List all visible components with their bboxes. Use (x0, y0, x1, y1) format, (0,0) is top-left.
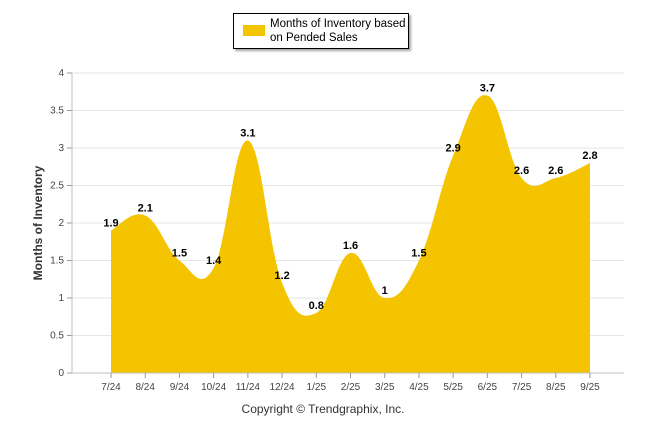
y-tick-label: 1 (58, 293, 64, 304)
x-tick-label: 10/24 (201, 382, 226, 393)
data-label: 1.6 (343, 240, 358, 252)
x-tick-label: 7/24 (101, 382, 121, 393)
data-label: 2.9 (445, 143, 460, 155)
y-tick-label: 3.5 (50, 106, 64, 117)
x-tick-label: 9/24 (170, 382, 190, 393)
x-tick-label: 8/25 (546, 382, 566, 393)
legend: Months of Inventory based on Pended Sale… (233, 13, 409, 49)
x-tick-label: 12/24 (270, 382, 295, 393)
data-label: 1.4 (206, 255, 222, 267)
x-tick-label: 5/25 (443, 382, 463, 393)
y-tick-label: 1.5 (50, 256, 64, 267)
data-label: 3.7 (480, 83, 495, 95)
x-tick-label: 7/25 (512, 382, 532, 393)
x-tick-label: 8/24 (135, 382, 155, 393)
y-tick-label: 3 (58, 143, 64, 154)
data-labels: 1.9 2.1 1.5 1.4 3.1 1.2 0.8 1.6 1 1.5 2.9 3.7 2.6 2.6… (103, 83, 597, 313)
data-label: 1.9 (103, 218, 118, 230)
data-label: 1.5 (411, 248, 426, 260)
y-tick-label: 2 (58, 218, 64, 229)
data-label: 1.2 (274, 270, 289, 282)
legend-swatch (243, 25, 265, 36)
copyright-text: Copyright © Trendgraphix, Inc. (241, 402, 405, 416)
x-tick-label: 4/25 (409, 382, 429, 393)
x-tick-label: 11/24 (236, 382, 261, 393)
data-label: 2.8 (582, 150, 597, 162)
legend-label: Months of Inventory based on Pended Sale… (270, 18, 406, 44)
data-label: 2.1 (138, 203, 153, 215)
data-label: 2.6 (548, 165, 563, 177)
y-tick-label: 4 (58, 68, 64, 79)
x-tick-label: 9/25 (580, 382, 600, 393)
y-tick-label: 0.5 (50, 331, 64, 342)
x-tick-label: 3/25 (375, 382, 395, 393)
data-label: 2.6 (514, 165, 529, 177)
y-axis-title: Months of Inventory (31, 165, 45, 280)
y-tick-label: 0 (58, 368, 64, 379)
x-tick-label: 6/25 (478, 382, 498, 393)
data-label: 3.1 (240, 128, 255, 140)
data-label: 1.5 (172, 248, 187, 260)
axes: 0 0.5 1 1.5 2 2.5 3 3.5 4 7/24 8/24 9/24 10/24 11/24 1… (50, 68, 624, 393)
data-label: 1 (382, 285, 388, 297)
x-tick-label: 2/25 (341, 382, 361, 393)
y-tick-label: 2.5 (50, 181, 64, 192)
x-tick-label: 1/25 (307, 382, 327, 393)
series-area (111, 95, 590, 373)
data-label: 0.8 (309, 300, 324, 312)
